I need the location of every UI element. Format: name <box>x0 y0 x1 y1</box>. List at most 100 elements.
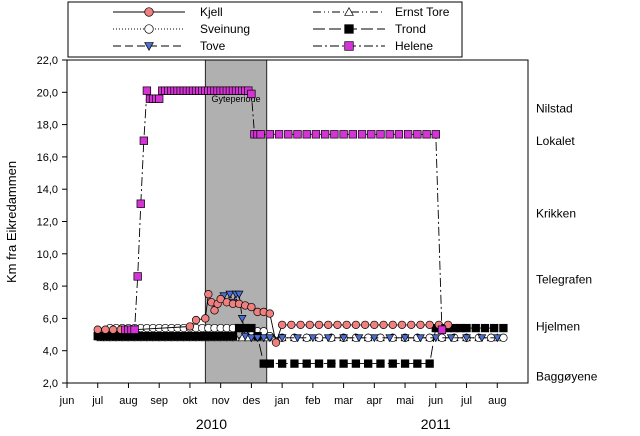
data-point <box>265 334 275 343</box>
data-point <box>339 359 348 368</box>
data-point <box>321 130 330 139</box>
legend: Kjell Sveinung Tove Ernst Tore Trond Helene <box>67 1 463 58</box>
data-point <box>367 130 376 139</box>
axes: 2,0 4,0 6,0 8,0 10,0 12,0 14,0 16,0 18,0 20,0 22,0… <box>37 55 598 432</box>
y-tick-label: 12,0 <box>37 217 58 229</box>
y-tick-label: 14,0 <box>37 184 58 196</box>
data-point <box>462 323 471 333</box>
x-tick-label: jul <box>460 395 472 407</box>
data-point <box>431 334 441 343</box>
data-point <box>477 334 487 343</box>
data-point <box>425 359 434 368</box>
data-point <box>265 309 274 318</box>
data-point <box>323 334 333 343</box>
data-point <box>413 359 422 368</box>
y-tick-label: 10,0 <box>37 249 58 261</box>
data-point <box>394 130 404 139</box>
data-point <box>277 320 287 330</box>
data-point <box>400 334 410 343</box>
data-point <box>407 320 416 330</box>
y-tick-label: 4,0 <box>43 346 58 358</box>
data-point <box>155 94 164 103</box>
data-point <box>293 334 302 343</box>
data-point <box>247 323 256 333</box>
x-tick-label: jul <box>91 395 103 407</box>
data-point <box>492 334 502 343</box>
data-point <box>204 290 213 299</box>
data-point <box>284 130 293 139</box>
data-point <box>480 323 490 333</box>
place-label: Baggøyene <box>536 370 598 384</box>
y-tick-label: 8,0 <box>43 281 58 293</box>
data-point <box>302 359 311 368</box>
data-point <box>234 290 244 299</box>
data-point <box>314 320 324 330</box>
data-point <box>201 314 210 323</box>
data-point <box>437 325 447 334</box>
legend-label: Sveinung <box>200 22 250 36</box>
data-point <box>354 334 364 343</box>
y-tick-label: 16,0 <box>37 152 58 164</box>
legend-item-kjell: Kjell <box>113 5 223 19</box>
data-point <box>185 322 195 331</box>
data-point <box>293 130 302 139</box>
y-tick-label: 6,0 <box>43 313 58 325</box>
data-point <box>133 272 142 281</box>
data-point <box>277 359 287 368</box>
data-point <box>342 320 351 330</box>
data-point <box>271 338 281 347</box>
data-point <box>351 320 361 330</box>
data-point <box>101 325 110 334</box>
data-point <box>302 130 311 139</box>
legend-item-sveinung: Sveinung <box>113 22 250 36</box>
data-point <box>344 24 354 34</box>
data-point <box>191 315 201 325</box>
series-trond <box>93 323 508 368</box>
data-point <box>259 334 269 343</box>
data-point <box>385 334 395 343</box>
legend-item-ernst-tore: Ernst Tore <box>313 5 450 19</box>
data-point <box>431 130 440 139</box>
spawning-period-label: Gyteperiode <box>212 94 261 104</box>
x-tick-label: aug <box>488 395 506 407</box>
data-point <box>93 325 102 334</box>
data-point <box>142 86 152 95</box>
x-tick-label: jun <box>427 395 443 407</box>
data-point <box>247 334 256 343</box>
data-point <box>351 359 361 368</box>
data-point <box>376 359 385 368</box>
data-point <box>247 89 256 99</box>
x-tick-label: nov <box>212 395 230 407</box>
data-point <box>277 334 287 343</box>
data-point <box>388 359 397 368</box>
data-point <box>225 290 235 299</box>
series-tove <box>219 290 502 343</box>
data-point <box>499 323 508 333</box>
data-point <box>330 130 339 139</box>
data-point <box>370 320 379 330</box>
x-tick-label: sep <box>150 395 168 407</box>
data-point <box>403 130 413 139</box>
y-tick-label: 18,0 <box>37 120 58 132</box>
data-point <box>490 323 499 333</box>
data-point <box>324 320 333 330</box>
year-label: 2010 <box>196 416 227 432</box>
series-layer <box>93 86 508 368</box>
data-point <box>144 24 154 34</box>
place-label: Telegrafen <box>536 273 592 287</box>
data-point <box>290 359 299 368</box>
year-label: 2011 <box>421 416 451 432</box>
data-point <box>314 359 324 368</box>
data-point <box>376 130 385 139</box>
data-point <box>139 136 148 145</box>
data-point <box>265 359 274 368</box>
data-point <box>144 7 154 17</box>
x-tick-label: okt <box>183 395 198 407</box>
data-point <box>108 325 118 334</box>
data-point <box>144 42 154 52</box>
data-point <box>240 332 250 341</box>
data-point <box>357 130 367 139</box>
legend-label: Helene <box>395 39 433 53</box>
series-line <box>223 292 498 339</box>
